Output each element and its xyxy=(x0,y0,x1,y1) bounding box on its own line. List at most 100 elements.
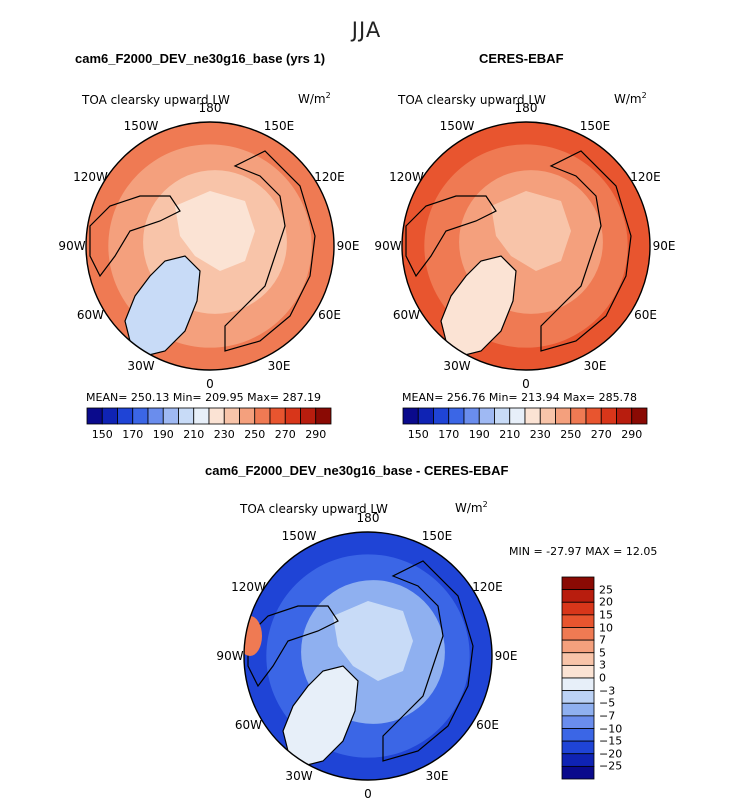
colorbar-tick-label: 190 xyxy=(152,428,174,441)
panel1-variable: TOA clearsky upward LW xyxy=(82,93,230,107)
colorbar-swatch xyxy=(269,407,286,425)
panel1-lon-label: 60W xyxy=(76,308,105,322)
panel3-lon-label: 90E xyxy=(494,649,518,663)
panel3-lon-label: 0 xyxy=(364,787,372,801)
colorbar-swatch xyxy=(570,407,587,425)
panel3-lon-label: 30E xyxy=(425,768,449,783)
colorbar-swatch xyxy=(561,740,595,755)
panel3-variable: TOA clearsky upward LW xyxy=(240,502,388,516)
colorbar-tick-label: 170 xyxy=(438,428,460,441)
colorbar-swatch xyxy=(561,601,595,616)
colorbar-tick-label: 290 xyxy=(305,428,327,441)
panel2-colorbar xyxy=(402,407,648,425)
colorbar-swatch xyxy=(631,407,648,425)
colorbar-swatch xyxy=(561,728,595,742)
colorbar-tick-label: 290 xyxy=(621,428,643,441)
colorbar-swatch xyxy=(539,407,556,425)
colorbar-swatch xyxy=(463,407,480,425)
map-field xyxy=(86,122,334,370)
panel2-lon-label: 60E xyxy=(634,308,657,322)
panel1-lon-label: 150W xyxy=(123,119,159,134)
colorbar-swatch xyxy=(402,407,419,425)
colorbar-swatch xyxy=(117,407,134,425)
panel1-stats: MEAN= 250.13 Min= 209.95 Max= 287.19 xyxy=(86,391,322,404)
colorbar-tick-label: −3 xyxy=(599,684,616,698)
colorbar-swatch xyxy=(561,627,595,641)
colorbar-swatch xyxy=(585,407,602,425)
colorbar-tick-label: −7 xyxy=(599,709,616,723)
map-field xyxy=(244,532,492,780)
colorbar-swatch xyxy=(101,407,118,425)
colorbar-swatch xyxy=(561,652,595,666)
colorbar-swatch xyxy=(524,407,541,425)
colorbar-swatch xyxy=(561,664,595,679)
colorbar-tick-label: 20 xyxy=(599,595,613,609)
colorbar-swatch xyxy=(616,407,633,425)
colorbar-swatch xyxy=(561,702,595,717)
panel2-variable: TOA clearsky upward LW xyxy=(398,93,546,107)
colorbar-tick-label: −10 xyxy=(599,722,623,735)
panel1-polar-map xyxy=(85,121,335,371)
panel2-lon-label: 60W xyxy=(392,308,421,322)
colorbar-tick-label: 190 xyxy=(468,428,490,441)
colorbar-tick-label: 230 xyxy=(213,428,235,441)
panel3-lon-label: 30W xyxy=(285,768,313,783)
panel2-lon-label: 180 xyxy=(514,101,538,115)
colorbar-tick-label: 270 xyxy=(590,428,612,441)
panel2-lon-label: 120E xyxy=(630,170,661,184)
colorbar-swatch xyxy=(561,677,595,692)
colorbar-swatch xyxy=(561,690,595,704)
panel1-colorbar xyxy=(86,407,332,425)
panel1-lon-label: 90W xyxy=(58,239,86,253)
colorbar-swatch xyxy=(147,407,164,425)
colorbar-swatch xyxy=(561,576,595,591)
colorbar-swatch xyxy=(561,589,595,603)
panel1-lon-label: 120W xyxy=(73,170,108,184)
colorbar-tick-label: −20 xyxy=(599,747,623,761)
map-border xyxy=(85,121,335,371)
panel1-lon-label: 60E xyxy=(318,308,341,322)
map-border xyxy=(401,121,651,371)
map-field xyxy=(402,122,650,370)
panel1-lon-label: 90E xyxy=(336,239,360,253)
panel2-lon-label: 150E xyxy=(579,119,611,134)
panel3-units: W/m2 xyxy=(455,500,488,515)
colorbar-swatch xyxy=(284,407,301,425)
colorbar-tick-label: 7 xyxy=(599,633,606,647)
colorbar-swatch xyxy=(561,765,595,780)
colorbar-tick-label: 150 xyxy=(91,428,113,441)
panel3-lon-label: 60E xyxy=(476,718,499,732)
colorbar-swatch xyxy=(193,407,210,425)
colorbar-tick-label: 150 xyxy=(407,428,429,441)
colorbar-tick-label: 230 xyxy=(529,428,551,441)
colorbar-swatch xyxy=(86,407,103,425)
colorbar-tick-label: 3 xyxy=(599,658,606,672)
panel3-lon-label: 90W xyxy=(216,649,244,663)
colorbar-swatch xyxy=(561,639,595,654)
colorbar-swatch xyxy=(254,407,271,425)
panel1-lon-label: 180 xyxy=(198,101,222,115)
panel1-title: cam6_F2000_DEV_ne30g16_base (yrs 1) xyxy=(75,51,326,66)
panel3-lon-label: 120E xyxy=(472,580,503,594)
panel2-title: CERES-EBAF xyxy=(479,51,564,66)
panel3-title: cam6_F2000_DEV_ne30g16_base - CERES-EBAF xyxy=(205,463,509,478)
colorbar-swatch xyxy=(433,407,450,425)
colorbar-swatch xyxy=(208,407,225,425)
panel3-polar-map xyxy=(243,531,493,781)
panel2-stats: MEAN= 256.76 Min= 213.94 Max= 285.78 xyxy=(402,391,638,404)
colorbar-swatch xyxy=(132,407,149,425)
colorbar-swatch xyxy=(223,407,240,425)
colorbar-tick-label: 210 xyxy=(183,428,205,441)
colorbar-tick-label: 25 xyxy=(599,583,613,597)
colorbar-tick-label: 170 xyxy=(122,428,144,441)
panel3-stats: MIN = -27.97 MAX = 12.05 xyxy=(509,545,658,558)
colorbar-tick-label: 10 xyxy=(599,621,613,634)
panel1-lon-label: 150E xyxy=(263,119,295,134)
panel1-units: W/m2 xyxy=(298,91,331,106)
panel2-lon-label: 0 xyxy=(522,377,530,391)
colorbar-tick-label: 250 xyxy=(244,428,266,441)
panel3-lon-label: 150E xyxy=(421,529,453,544)
panel2-units: W/m2 xyxy=(614,91,647,106)
colorbar-tick-label: 15 xyxy=(599,608,613,622)
panel2-lon-label: 90W xyxy=(374,239,402,253)
